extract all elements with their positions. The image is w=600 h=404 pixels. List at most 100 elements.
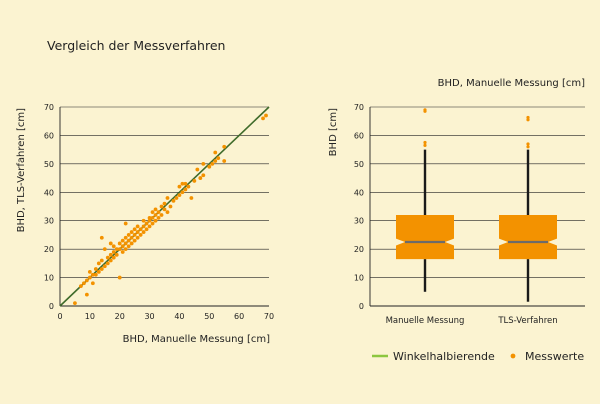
- scatter-point: [201, 162, 205, 166]
- scatter-point: [145, 227, 149, 231]
- scatter-point: [154, 213, 158, 217]
- scatter-x-tick-label: 70: [264, 312, 274, 321]
- scatter-point: [118, 242, 122, 246]
- scatter-point: [97, 261, 101, 265]
- scatter-point: [124, 236, 128, 240]
- scatter-point: [222, 159, 226, 163]
- box-y-tick-label: 40: [354, 188, 364, 197]
- scatter-point: [166, 196, 170, 200]
- scatter-point: [178, 185, 182, 189]
- scatter-point: [175, 196, 179, 200]
- box-outlier: [526, 142, 529, 145]
- scatter-point: [169, 205, 173, 209]
- scatter-point: [201, 173, 205, 177]
- scatter-point: [94, 273, 98, 277]
- scatter-point: [130, 230, 134, 234]
- scatter-point: [261, 116, 265, 120]
- scatter-point: [103, 247, 107, 251]
- scatter-point: [130, 242, 134, 246]
- scatter-x-tick-label: 30: [144, 312, 154, 321]
- scatter-point: [85, 293, 89, 297]
- box-outlier: [423, 108, 426, 111]
- scatter-point: [94, 267, 98, 271]
- scatter-x-tick-label: 10: [85, 312, 95, 321]
- box-y-tick-label: 60: [354, 131, 364, 140]
- scatter-point: [130, 236, 134, 240]
- scatter-point: [195, 168, 199, 172]
- scatter-point: [124, 242, 128, 246]
- scatter-point: [127, 233, 131, 237]
- scatter-point: [106, 256, 110, 260]
- box-y-tick-label: 30: [354, 217, 364, 226]
- page-title: Vergleich der Messverfahren: [47, 38, 225, 53]
- box-y-tick-label: 10: [354, 274, 364, 283]
- box-y-axis-label: BHD [cm]: [328, 108, 339, 156]
- scatter-point: [136, 230, 140, 234]
- scatter-point: [88, 270, 92, 274]
- scatter-x-tick-label: 20: [115, 312, 125, 321]
- scatter-point: [136, 236, 140, 240]
- scatter-point: [112, 250, 116, 254]
- scatter-point: [103, 264, 107, 268]
- scatter-point: [163, 202, 167, 206]
- scatter-point: [85, 279, 89, 283]
- box-outlier: [526, 116, 529, 119]
- scatter-y-tick-label: 20: [44, 245, 54, 254]
- scatter-point: [133, 239, 137, 243]
- scatter-x-tick-label: 60: [234, 312, 244, 321]
- scatter-point: [160, 205, 164, 209]
- scatter-point: [124, 222, 128, 226]
- scatter-point: [100, 259, 104, 263]
- scatter-point: [139, 227, 143, 231]
- scatter-point: [73, 301, 77, 305]
- scatter-point: [166, 210, 170, 214]
- scatter-y-tick-label: 30: [44, 217, 54, 226]
- scatter-y-tick-label: 50: [44, 160, 54, 169]
- scatter-point: [160, 213, 164, 217]
- scatter-point: [148, 225, 152, 229]
- scatter-point: [154, 207, 158, 211]
- legend-point-swatch: [511, 354, 516, 359]
- box-chart-title: BHD, Manuelle Messung [cm]: [438, 78, 585, 89]
- scatter-y-tick-label: 60: [44, 131, 54, 140]
- scatter-point: [100, 236, 104, 240]
- scatter-point: [115, 253, 119, 257]
- scatter-y-tick-label: 10: [44, 274, 54, 283]
- scatter-point: [121, 244, 125, 248]
- scatter-point: [121, 250, 125, 254]
- scatter-point: [198, 176, 202, 180]
- legend-line-label: Winkelhalbierende: [393, 350, 495, 363]
- scatter-x-tick-label: 40: [174, 312, 184, 321]
- scatter-point: [151, 216, 155, 220]
- scatter-point: [106, 261, 110, 265]
- reference-line: [60, 107, 269, 306]
- scatter-point: [189, 196, 193, 200]
- scatter-point: [157, 210, 161, 214]
- scatter-point: [142, 225, 146, 229]
- scatter-point: [124, 247, 128, 251]
- scatter-point: [88, 276, 92, 280]
- scatter-point: [213, 159, 217, 163]
- box-y-tick-label: 0: [359, 302, 364, 311]
- scatter-point: [127, 239, 131, 243]
- scatter-x-axis-label: BHD, Manuelle Messung [cm]: [123, 334, 270, 345]
- scatter-point: [112, 244, 116, 248]
- scatter-point: [178, 193, 182, 197]
- scatter-x-tick-label: 50: [204, 312, 214, 321]
- legend: Winkelhalbierende Messwerte: [372, 350, 584, 363]
- scatter-y-tick-label: 40: [44, 188, 54, 197]
- box-outlier: [526, 145, 529, 148]
- scatter-point: [79, 284, 83, 288]
- scatter-point: [172, 199, 176, 203]
- scatter-point: [181, 190, 185, 194]
- scatter-point: [186, 185, 190, 189]
- scatter-point: [109, 259, 113, 263]
- box-y-tick-label: 20: [354, 245, 364, 254]
- scatter-point: [151, 210, 155, 214]
- box-y-tick-label: 50: [354, 160, 364, 169]
- scatter-point: [184, 188, 188, 192]
- scatter-point: [145, 222, 149, 226]
- scatter-point: [82, 281, 86, 285]
- scatter-y-tick-label: 70: [44, 103, 54, 112]
